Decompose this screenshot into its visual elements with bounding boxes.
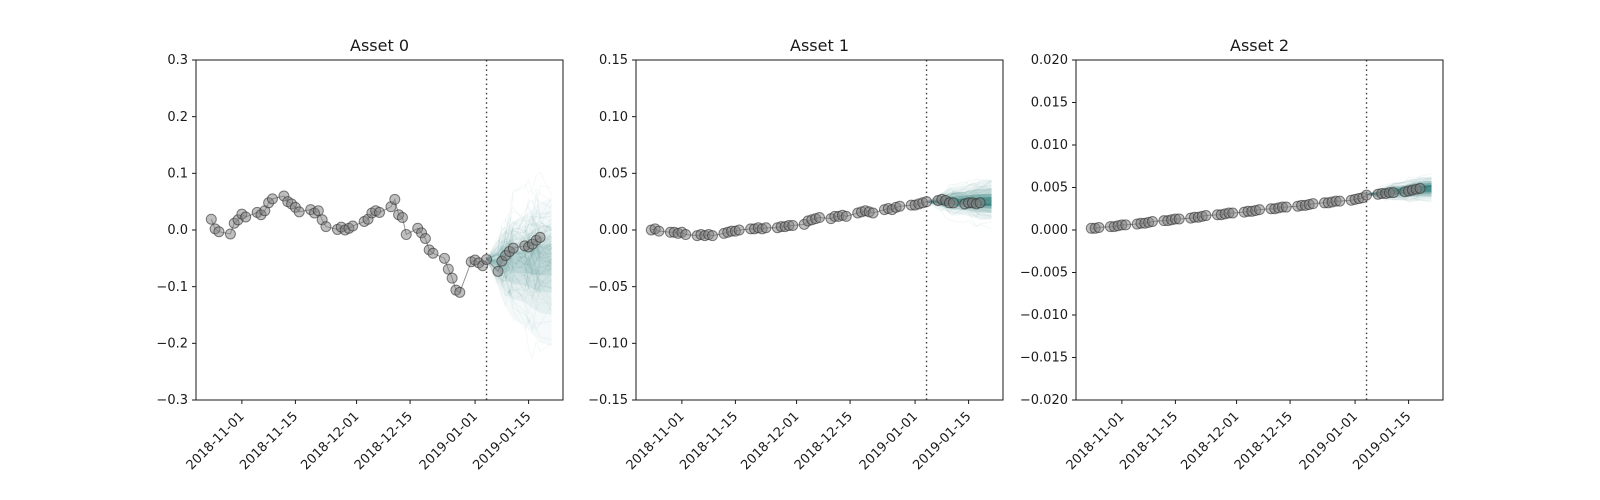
- y-tick-label: −0.15: [588, 393, 628, 408]
- y-tick-label: −0.3: [156, 393, 188, 408]
- x-tick-label: 2019-01-15: [910, 409, 974, 473]
- chart-title-asset-1: Asset 1: [790, 36, 849, 55]
- x-tick-label: 2019-01-15: [470, 409, 534, 473]
- y-tick-label: 0.1: [167, 166, 188, 181]
- y-axis: 0.020 0.015 0.010 0.005 0.000 −0.005 −0.010 −0.…: [1020, 53, 1076, 408]
- series-markers: [205, 190, 546, 298]
- y-tick-label: −0.10: [588, 336, 628, 351]
- y-tick-label: −0.015: [1020, 351, 1068, 366]
- y-tick-label: 0.15: [599, 53, 628, 68]
- x-tick-label: 2018-11-15: [237, 409, 301, 473]
- x-tick-label: 2018-12-15: [792, 409, 856, 473]
- y-tick-label: 0.05: [599, 166, 628, 181]
- forecast-fan: [486, 171, 553, 360]
- subplot-asset-2: 0.020 0.015 0.010 0.005 0.000 −0.005 −0.010 −0.…: [1020, 53, 1444, 473]
- y-tick-label: −0.005: [1020, 266, 1068, 281]
- x-tick-label: 2018-11-15: [1117, 409, 1181, 473]
- axes-frame: [635, 59, 1004, 401]
- y-tick-label: −0.010: [1020, 308, 1068, 323]
- y-tick-label: 0.010: [1031, 138, 1068, 153]
- y-tick-label: 0.00: [599, 223, 628, 238]
- y-axis: 0.15 0.10 0.05 0.00 −0.05 −0.10 −0.15: [588, 53, 636, 408]
- subplot-asset-0: 0.3 0.2 0.1 0.0 −0.1 −0.2 −0.32018-11-012018-1…: [156, 53, 564, 473]
- x-axis: 2018-11-012018-11-152018-12-012018-12-15…: [184, 400, 534, 473]
- x-tick-label: 2019-01-15: [1350, 409, 1414, 473]
- y-tick-label: 0.020: [1031, 53, 1068, 68]
- y-tick-label: 0.015: [1031, 96, 1068, 111]
- y-tick-label: 0.0: [167, 223, 188, 238]
- series-markers: [1085, 182, 1426, 234]
- y-tick-label: 0.005: [1031, 181, 1068, 196]
- x-axis: 2018-11-012018-11-152018-12-012018-12-15…: [1064, 400, 1414, 473]
- x-tick-label: 2018-11-15: [677, 409, 741, 473]
- subplot-asset-1: 0.15 0.10 0.05 0.00 −0.05 −0.10 −0.152018-11-0…: [588, 53, 1004, 473]
- y-tick-label: 0.3: [167, 53, 188, 68]
- x-axis: 2018-11-012018-11-152018-12-012018-12-15…: [624, 400, 974, 473]
- y-tick-label: −0.020: [1020, 393, 1068, 408]
- axes-frame: [1075, 59, 1444, 401]
- y-tick-label: −0.05: [588, 280, 628, 295]
- y-tick-label: −0.2: [156, 336, 188, 351]
- x-tick-label: 2018-12-15: [352, 409, 416, 473]
- y-tick-label: 0.10: [599, 110, 628, 125]
- series-markers: [645, 193, 986, 242]
- y-tick-label: 0.2: [167, 110, 188, 125]
- y-tick-label: 0.000: [1031, 223, 1068, 238]
- y-tick-label: −0.1: [156, 280, 188, 295]
- chart-title-asset-2: Asset 2: [1230, 36, 1289, 55]
- chart-title-asset-0: Asset 0: [350, 36, 409, 55]
- y-axis: 0.3 0.2 0.1 0.0 −0.1 −0.2 −0.3: [156, 53, 196, 408]
- x-tick-label: 2018-12-15: [1232, 409, 1296, 473]
